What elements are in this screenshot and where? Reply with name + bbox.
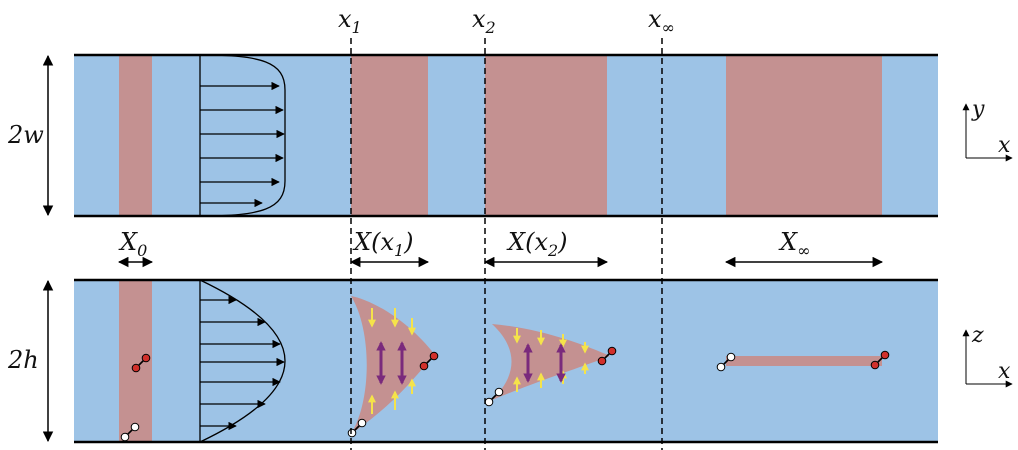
top-channel (74, 53, 938, 218)
top-velocity-profile (199, 54, 286, 217)
axis-label-x: x (998, 133, 1011, 158)
top-band-x1 (351, 55, 428, 216)
position-markers: x1 x2 x∞ (338, 5, 675, 450)
label-X-x1: X(x1) (352, 228, 414, 260)
axes-top: y x (962, 97, 1013, 162)
purple-arrows-x2 (523, 343, 566, 383)
label-Xinf: X∞ (778, 228, 810, 260)
top-band-x2 (485, 55, 607, 216)
top-band-x0 (119, 55, 152, 216)
label-x1: x1 (338, 5, 362, 37)
bottom-velocity-profile (199, 279, 286, 443)
purple-arrows-x1 (376, 341, 407, 385)
label-2h: 2h (7, 346, 39, 374)
label-x2: x2 (472, 5, 496, 37)
bottom-band-x2 (492, 324, 610, 400)
width-annotations: X0 X(x1) X(x2) X∞ (117, 228, 884, 268)
bottom-band-xinf (726, 356, 882, 366)
bottom-channel (74, 278, 938, 444)
label-xinf: x∞ (648, 5, 675, 37)
label-X0: X0 (118, 228, 147, 260)
yellow-arrows-x1 (368, 308, 416, 414)
label-2w: 2w (7, 121, 44, 149)
axis-label-y: y (971, 97, 985, 122)
top-band-xinf (726, 55, 882, 216)
label-X-x2: X(x2) (506, 228, 568, 260)
axes-bottom: z x (962, 323, 1013, 388)
axis-label-z: z (971, 323, 984, 348)
dimension-annotations: 2w 2h (7, 54, 54, 443)
axis-label-x-bottom: x (998, 359, 1011, 384)
